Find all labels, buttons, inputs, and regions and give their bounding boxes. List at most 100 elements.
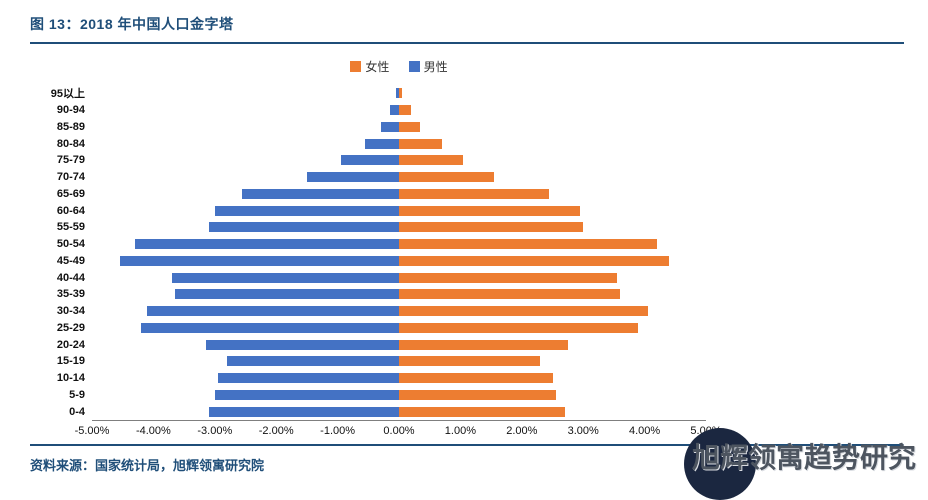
age-group-label: 50-54 [56,238,85,251]
female-bar [399,306,648,317]
x-axis-tick-label: 1.00% [444,425,476,437]
source-note: 资料来源：国家统计局，旭辉领寓研究院 [30,458,265,473]
x-axis-tick-label: 0.00% [383,425,415,437]
x-axis-tick-label: -2.00% [258,425,294,437]
pyramid-row: 55-59 [30,219,706,236]
male-bar [217,373,399,384]
female-bar [399,289,621,300]
legend-label-male: 男性 [423,60,448,74]
bar-area [92,155,706,166]
male-bar [208,406,399,417]
female-bar [399,272,617,283]
pyramid-row: 65-69 [30,186,706,203]
bar-area [92,188,706,199]
age-group-label: 65-69 [56,187,85,200]
female-bar [399,322,639,333]
legend-label-female: 女性 [365,60,390,74]
pyramid-row: 30-34 [30,303,706,320]
age-group-label: 95以上 [50,88,85,101]
female-bar [399,255,670,266]
pyramid-row: 25-29 [30,320,706,337]
age-group-label: 20-24 [56,338,85,351]
female-bar [399,205,581,216]
bar-area [92,306,706,317]
male-bar [141,322,399,333]
age-group-label: 55-59 [56,221,85,234]
male-bar [119,255,399,266]
bar-area [92,222,706,233]
age-group-label: 0-4 [69,405,85,418]
age-group-label: 35-39 [56,288,85,301]
pyramid-row: 70-74 [30,169,706,186]
chart-legend: 女性 男性 [30,44,706,85]
male-bar [171,272,399,283]
male-bar [365,138,399,149]
bar-area [92,356,706,367]
female-bar [399,356,541,367]
male-bar [306,172,399,183]
bar-area [92,255,706,266]
bar-area [92,205,706,216]
pyramid-row: 50-54 [30,236,706,253]
male-bar [147,306,399,317]
x-axis-tick-label: -5.00% [74,425,110,437]
x-axis-tick-label: 2.00% [506,425,538,437]
x-axis-tick-label: 3.00% [567,425,599,437]
bar-area [92,105,706,116]
pyramid-row: 10-14 [30,370,706,387]
pyramid-row: 5-9 [30,387,706,404]
female-bar [399,138,442,149]
bar-area [92,406,706,417]
male-bar [205,339,399,350]
pyramid-row: 15-19 [30,353,706,370]
bar-area [92,172,706,183]
male-bar [134,239,399,250]
bar-area [92,138,706,149]
age-group-label: 40-44 [56,271,85,284]
pyramid-row: 95以上 [30,85,706,102]
female-bar [399,105,412,116]
pyramid-row: 0-4 [30,403,706,420]
watermark-text: 旭辉领寓趋势研究 [692,442,917,473]
age-group-label: 25-29 [56,321,85,334]
age-group-label: 60-64 [56,204,85,217]
pyramid-row: 75-79 [30,152,706,169]
age-group-label: 75-79 [56,154,85,167]
bar-area [92,239,706,250]
x-axis: -5.00% -4.00% -3.00% -2.00% -1.00% 0.00% 1.00%… [75,420,722,438]
pyramid-row: 60-64 [30,202,706,219]
male-bar [389,105,399,116]
female-color-swatch [350,61,362,72]
age-group-label: 5-9 [69,388,85,401]
bar-area [92,339,706,350]
population-pyramid-chart: 女性 男性 95以上 90-94 85-89 80-84 75-79 70-74 65-69… [30,44,722,438]
x-axis-tick-label: 4.00% [628,425,661,437]
female-bar [399,239,657,250]
age-group-label: 85-89 [56,120,85,133]
female-bar [399,222,584,233]
age-group-label: 45-49 [56,254,85,267]
female-bar [399,339,568,350]
bar-area [92,289,706,300]
pyramid-row: 40-44 [30,269,706,286]
bar-area [92,272,706,283]
female-bar [399,188,550,199]
female-bar [399,121,421,132]
age-group-label: 70-74 [56,171,85,184]
pyramid-row: 35-39 [30,286,706,303]
figure-header: 图 13：2018 年中国人口金字塔 [30,8,904,44]
brand-logo-circle [684,428,756,500]
pyramid-row: 80-84 [30,135,706,152]
male-bar [340,155,399,166]
bar-area [92,121,706,132]
age-group-label: 10-14 [56,372,85,385]
female-bar [399,406,565,417]
bar-area [92,88,706,99]
male-bar [214,205,399,216]
female-bar [399,155,464,166]
pyramid-plot-area: 95以上 90-94 85-89 80-84 75-79 70-74 65-69 60-64 5… [30,85,706,420]
figure-title: 图 13：2018 年中国人口金字塔 [30,16,234,32]
male-color-swatch [408,61,420,72]
bar-area [92,373,706,384]
